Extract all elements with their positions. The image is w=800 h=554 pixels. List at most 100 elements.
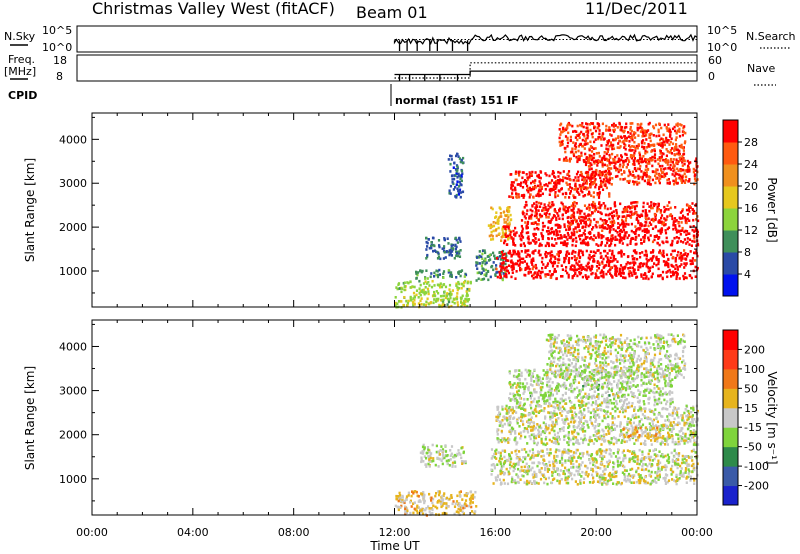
- data-cell: [588, 458, 591, 462]
- data-cell: [443, 294, 446, 297]
- data-cell: [675, 408, 678, 412]
- data-cell: [608, 144, 611, 148]
- data-cell: [590, 453, 593, 456]
- data-cell: [665, 136, 668, 140]
- data-cell: [640, 141, 644, 145]
- data-cell: [536, 454, 540, 457]
- data-cell: [573, 196, 576, 199]
- data-cell: [559, 142, 562, 145]
- data-cell: [587, 171, 590, 174]
- data-cell: [550, 424, 553, 427]
- data-cell: [602, 202, 605, 205]
- data-cell: [415, 289, 419, 292]
- data-cell: [621, 464, 625, 468]
- data-cell: [610, 473, 613, 477]
- data-cell: [615, 265, 618, 268]
- data-cell: [537, 218, 540, 221]
- data-cell: [419, 500, 422, 503]
- data-cell: [619, 236, 622, 240]
- data-cell: [695, 163, 698, 167]
- data-cell: [436, 506, 439, 510]
- data-cell: [399, 499, 402, 503]
- data-cell: [407, 494, 410, 497]
- data-cell: [631, 266, 634, 270]
- data-cell: [579, 185, 582, 189]
- data-cell: [506, 234, 509, 238]
- data-cell: [692, 212, 695, 215]
- data-cell: [512, 237, 515, 240]
- data-cell: [689, 421, 692, 424]
- data-cell: [544, 430, 547, 433]
- data-cell: [503, 268, 506, 271]
- data-cell: [580, 170, 583, 174]
- nsearch-label: N.Search: [746, 30, 796, 43]
- data-cell: [692, 448, 696, 452]
- data-cell: [455, 276, 458, 279]
- freq-tick-bottom: 8: [56, 70, 63, 83]
- data-cell: [608, 448, 611, 451]
- data-cell: [523, 465, 526, 469]
- data-cell: [666, 408, 669, 411]
- data-cell: [671, 427, 674, 431]
- data-cell: [572, 141, 575, 144]
- data-cell: [498, 412, 502, 416]
- data-cell: [460, 301, 463, 304]
- data-cell: [534, 454, 537, 457]
- data-cell: [442, 246, 446, 250]
- data-cell: [547, 226, 550, 229]
- data-cell: [483, 273, 486, 277]
- data-cell: [535, 475, 538, 478]
- data-cell: [650, 481, 653, 484]
- data-cell: [503, 422, 506, 426]
- data-cell: [574, 184, 577, 188]
- data-cell: [503, 437, 506, 440]
- data-cell: [613, 166, 616, 170]
- data-cell: [528, 465, 531, 468]
- data-cell: [573, 230, 576, 234]
- data-cell: [567, 188, 570, 191]
- data-cell: [515, 192, 518, 195]
- data-cell: [587, 176, 591, 180]
- data-cell: [640, 273, 643, 276]
- data-cell: [678, 473, 681, 476]
- data-cell: [499, 460, 502, 464]
- data-cell: [602, 226, 606, 230]
- data-cell: [618, 159, 621, 163]
- data-cell: [523, 206, 526, 209]
- data-cell: [613, 165, 616, 168]
- data-cell: [547, 220, 550, 224]
- data-cell: [668, 151, 671, 154]
- data-cell: [648, 160, 651, 163]
- data-cell: [675, 473, 678, 477]
- data-cell: [693, 237, 696, 240]
- data-cell: [591, 135, 594, 139]
- data-cell: [664, 454, 667, 458]
- data-cell: [691, 259, 694, 263]
- data-cell: [542, 474, 545, 477]
- data-cell: [592, 458, 595, 462]
- data-cell: [591, 265, 594, 268]
- data-cell: [659, 144, 662, 147]
- data-cell: [586, 241, 590, 244]
- data-cell: [572, 215, 575, 219]
- data-cell: [532, 234, 536, 238]
- data-cell: [596, 472, 599, 476]
- data-cell: [448, 189, 451, 192]
- data-cell: [687, 164, 690, 168]
- data-cell: [682, 475, 685, 478]
- data-cell: [600, 255, 603, 258]
- data-cell: [577, 208, 580, 211]
- data-cell: [672, 158, 675, 161]
- data-cell: [541, 256, 544, 260]
- data-cell: [590, 172, 593, 176]
- data-cell: [599, 206, 602, 210]
- data-cell: [631, 162, 635, 166]
- data-cell: [631, 122, 634, 125]
- data-cell: [533, 474, 537, 477]
- data-cell: [556, 404, 559, 407]
- data-cell: [512, 267, 515, 270]
- data-cell: [415, 270, 418, 274]
- data-cell: [641, 453, 644, 456]
- data-cell: [623, 253, 626, 256]
- data-cell: [528, 176, 531, 179]
